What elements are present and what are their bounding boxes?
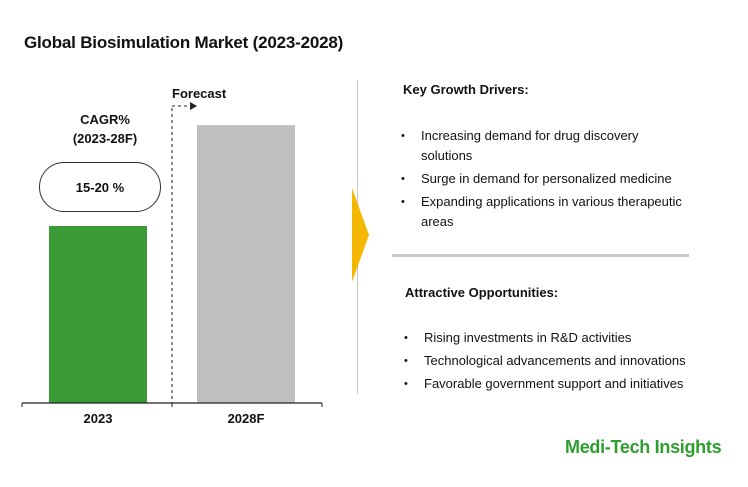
section-divider <box>392 254 689 257</box>
list-item: Technological advancements and innovatio… <box>404 351 724 371</box>
brand-logo: Medi-Tech Insights <box>565 437 722 457</box>
forecast-arrow-head <box>190 102 197 110</box>
bar-2028f <box>197 125 295 404</box>
list-item: Increasing demand for drug discovery sol… <box>401 126 691 166</box>
x-tick-label-2028f: 2028F <box>227 411 265 426</box>
page-title: Global Biosimulation Market (2023-2028) <box>24 33 344 52</box>
list-item: Expanding applications in various therap… <box>401 192 691 232</box>
chevron-right-icon <box>352 188 369 282</box>
list-item: Favorable government support and initiat… <box>404 374 724 394</box>
forecast-label: Forecast <box>172 86 227 101</box>
cagr-label: CAGR% (2023-28F) <box>72 112 138 146</box>
drivers-heading: Key Growth Drivers: <box>403 82 529 97</box>
opportunities-heading: Attractive Opportunities: <box>405 285 559 300</box>
drivers-list: Increasing demand for drug discovery sol… <box>401 126 691 235</box>
bar-2023 <box>49 226 147 403</box>
x-tick-label-2023: 2023 <box>83 411 113 426</box>
cagr-value-pill: 15-20 % <box>39 162 161 212</box>
list-item: Rising investments in R&D activities <box>404 328 724 348</box>
opportunities-list: Rising investments in R&D activities Tec… <box>404 328 724 397</box>
list-item: Surge in demand for personalized medicin… <box>401 169 691 189</box>
